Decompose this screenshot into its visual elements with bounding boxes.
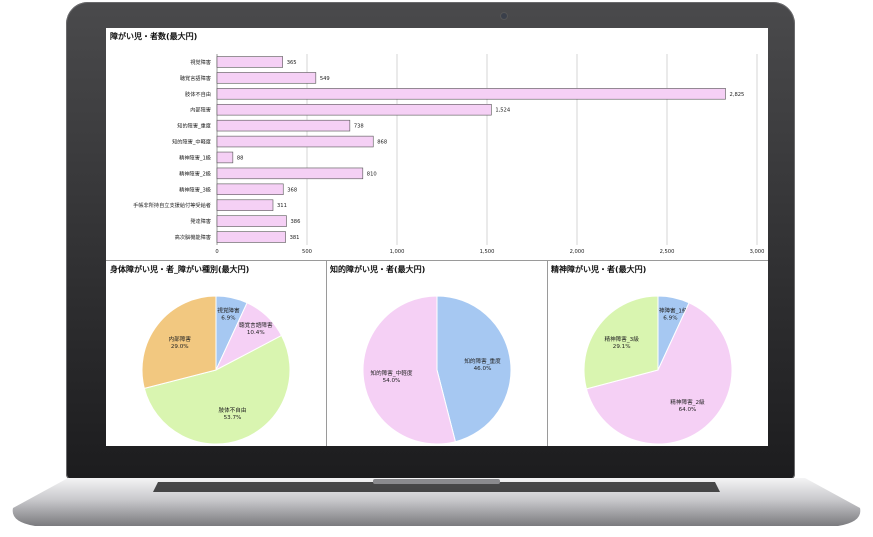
category-label: 精神障害_2級 (179, 169, 211, 177)
value-label: 311 (277, 203, 287, 209)
bar (216, 199, 274, 211)
x-tick-label: 2,500 (660, 249, 675, 255)
bar (216, 231, 286, 243)
category-label: 肢体不自由 (185, 90, 211, 98)
slice-label: 視覚障害 (217, 307, 240, 315)
slice-percent: 29.0% (171, 344, 189, 350)
divider-vertical-1 (326, 260, 327, 446)
value-label: 549 (320, 76, 330, 82)
value-label: 381 (290, 235, 300, 241)
slice-label: 精神障害_2級 (670, 398, 705, 406)
x-tick-label: 1,000 (390, 249, 405, 255)
slice-percent: 53.7% (224, 415, 242, 421)
divider-vertical-2 (547, 260, 548, 446)
bar (216, 103, 492, 116)
slice-label: 内部障害 (169, 335, 192, 343)
value-label: 365 (287, 60, 297, 66)
bar (216, 56, 283, 68)
camera-icon (500, 12, 508, 20)
slice-percent: 54.0% (383, 378, 401, 384)
bar-chart-title: 障がい児・者数(最大円) (110, 32, 198, 41)
slice-percent: 64.0% (679, 407, 697, 413)
x-tick-label: 2,000 (570, 249, 585, 255)
x-tick-label: 0 (215, 249, 218, 255)
category-label: 知的障害_重度 (177, 122, 211, 130)
value-label: 386 (290, 219, 300, 225)
slice-percent: 46.0% (474, 366, 492, 372)
slice-percent: 10.4% (247, 330, 265, 336)
pie-slice (362, 295, 457, 445)
pie-slice (436, 295, 512, 443)
bar (216, 183, 284, 196)
slice-label: 精神障害_1級 (653, 307, 688, 315)
slice-percent: 6.9% (221, 316, 235, 322)
category-label: 聴覚言語障害 (180, 74, 211, 82)
category-label: 手帳非所持自立支援給付等受給者 (133, 201, 211, 209)
divider-horizontal (106, 260, 768, 261)
value-label: 368 (287, 187, 297, 193)
pie-slice (583, 295, 659, 390)
bar-chart: 0 500 1,000 1,500 2,000 2,500 3,000 視覚障害 365 聴覚言語… (133, 54, 765, 255)
value-label: 738 (354, 124, 364, 130)
category-label: 視覚障害 (190, 58, 211, 66)
bar (216, 135, 374, 148)
x-tick-label: 3,000 (750, 249, 765, 255)
pie1-title: 身体障がい児・者_障がい種別(最大円) (110, 265, 250, 274)
category-label: 知的障害_中軽度 (172, 138, 211, 146)
slice-label: 知的障害_中軽度 (370, 369, 412, 377)
bar (216, 72, 317, 84)
slice-label: 聴覚言語障害 (239, 321, 273, 329)
category-label: 精神障害_3級 (179, 185, 211, 193)
bar (216, 88, 726, 100)
bar (216, 151, 234, 164)
category-label: 高次脳機能障害 (175, 233, 211, 241)
pie-slice (585, 302, 733, 445)
pie2-title: 知的障がい児・者(最大円) (330, 265, 426, 274)
value-label: 810 (367, 171, 377, 177)
bar (216, 119, 351, 132)
pie-slice (141, 295, 217, 390)
laptop-base (12, 478, 861, 526)
slice-percent: 6.9% (663, 316, 677, 322)
slice-label: 肢体不自由 (218, 406, 246, 414)
x-tick-label: 1,500 (480, 249, 495, 255)
value-label: 2,825 (730, 92, 745, 98)
bar (216, 215, 287, 227)
value-label: 868 (377, 140, 387, 146)
pie-charts: 視覚障害6.9%聴覚言語障害10.4%肢体不自由53.7%内部障害29.0%知的… (141, 295, 733, 445)
x-tick-label: 500 (302, 249, 312, 255)
category-label: 精神障害_1級 (179, 153, 211, 161)
category-label: 発達障害 (190, 217, 211, 225)
category-label: 内部障害 (190, 106, 211, 114)
slice-label: 精神障害_3級 (604, 335, 639, 343)
value-label: 88 (237, 155, 244, 161)
slice-label: 知的障害_重度 (464, 357, 501, 365)
value-label: 1,524 (495, 108, 511, 114)
pie-slice (143, 334, 291, 445)
screen: 障がい児・者数(最大円) 0 500 1,000 1,500 2,000 2,500 3,0… (106, 28, 768, 446)
bar (216, 167, 364, 180)
pie3-title: 精神障がい児・者(最大円) (551, 265, 647, 274)
slice-percent: 29.1% (613, 344, 631, 350)
